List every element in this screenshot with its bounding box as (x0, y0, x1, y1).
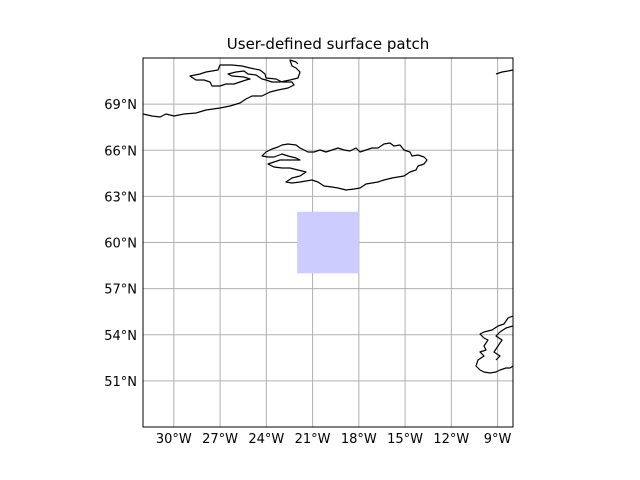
map-title: User-defined surface patch (227, 35, 429, 53)
coastline-iceland (261, 142, 428, 191)
lat-tick-label: 54°N (104, 329, 137, 344)
lon-tick-label: 15°W (387, 432, 423, 447)
lat-tick-label: 57°N (104, 283, 137, 298)
lon-tick-label: 24°W (248, 432, 284, 447)
lat-tick-label: 60°N (104, 237, 137, 252)
lat-tick-label: 66°N (104, 144, 137, 159)
coastline-greenland (142, 59, 301, 118)
longitude-ticks: 30°W 27°W 24°W 21°W 18°W 15°W 12°W 9°W (156, 432, 512, 447)
lon-tick-label: 21°W (295, 432, 331, 447)
coastlines (142, 59, 514, 374)
coastline-norway-tip (495, 69, 514, 75)
lat-tick-label: 69°N (104, 98, 137, 113)
coastline-british-isles (475, 315, 514, 374)
lon-tick-label: 12°W (433, 432, 469, 447)
latitude-ticks: 69°N 66°N 63°N 60°N 57°N 54°N 51°N (104, 98, 137, 390)
lon-tick-label: 27°W (202, 432, 238, 447)
map-frame (142, 57, 514, 428)
lat-tick-label: 63°N (104, 190, 137, 205)
lon-tick-label: 18°W (341, 432, 377, 447)
graticule (143, 58, 513, 427)
surface-patch (297, 211, 359, 274)
lon-tick-label: 30°W (156, 432, 192, 447)
lon-tick-label: 9°W (484, 432, 512, 447)
lat-tick-label: 51°N (104, 375, 137, 390)
